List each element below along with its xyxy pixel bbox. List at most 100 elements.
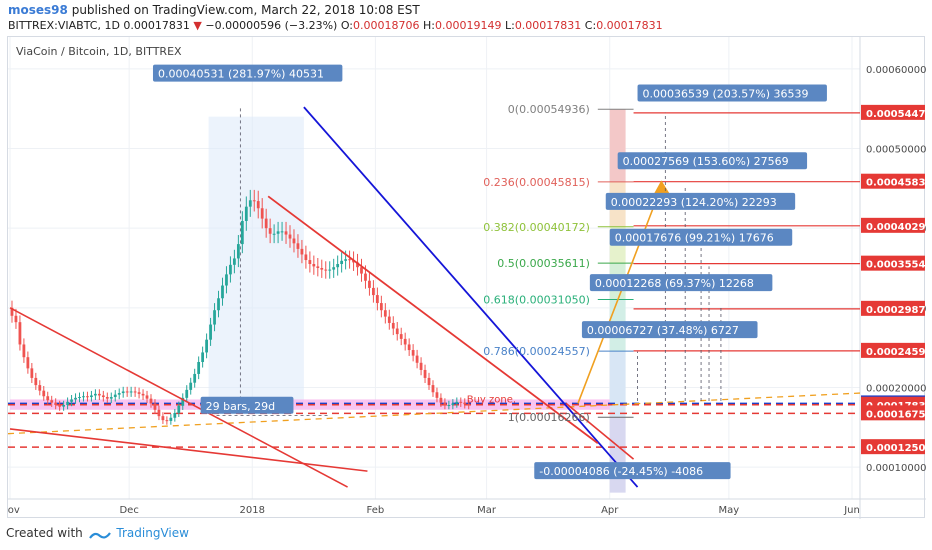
candle-body <box>66 401 69 406</box>
candle-body <box>54 402 58 406</box>
measure-label-box <box>609 228 793 246</box>
price-axis-tag <box>861 342 925 358</box>
measure-label-box <box>581 321 758 339</box>
candle-body <box>411 350 415 356</box>
fib-level-label: 0.786(0.00024557) <box>483 345 590 358</box>
x-tick-label: Dec <box>119 505 138 516</box>
candle-body <box>236 244 240 259</box>
price-axis-tag-text: 0.00012507 <box>866 443 926 454</box>
candle-body <box>169 417 173 421</box>
support-trend-line <box>9 428 368 472</box>
candle-body <box>137 392 141 394</box>
candle-body <box>292 238 296 244</box>
candle-body <box>105 397 109 399</box>
candle-body <box>240 221 244 245</box>
high-label: H: <box>423 19 435 32</box>
candle-body <box>70 399 73 402</box>
fib-level-label: 0.382(0.00040172) <box>483 221 590 234</box>
price-axis-tag-text: 0.00045834 <box>866 178 926 189</box>
measure-label-text: -0.00004086 (-24.45%) -4086 <box>539 465 703 478</box>
candle-body <box>26 357 30 369</box>
candle-body <box>22 344 26 358</box>
candle-body <box>225 274 228 286</box>
candle-body <box>383 310 387 317</box>
candle-body <box>217 298 220 311</box>
price-axis-tag <box>861 300 925 316</box>
created-with-text: Created with <box>6 526 83 540</box>
candle-body <box>407 344 411 351</box>
symbol-line-prefix: BITTREX:VIABTC, 1D 0.00017831 <box>8 19 190 32</box>
candle-body <box>42 390 46 397</box>
candle-body <box>10 307 14 316</box>
price-axis-tag-text: 0.00029873 <box>866 305 926 316</box>
y-tick-label: 0.00060000 <box>866 65 926 76</box>
price-chart[interactable]: 0(0.00054936) 0.236(0.00045815) 0.382(0.00… <box>8 37 926 519</box>
candle-body <box>391 322 395 329</box>
projection-up-arrow-line <box>577 186 663 404</box>
x-tick-label: Apr <box>601 505 619 516</box>
candle-body <box>324 269 328 271</box>
candle-body <box>435 392 439 398</box>
candle-body <box>145 395 149 399</box>
x-tick-label: Mar <box>477 505 497 516</box>
candle-body <box>419 362 423 370</box>
measure-label-text: 0.00027569 (153.60%) 27569 <box>623 155 789 168</box>
fib-level-label: 1(0.00016266) <box>508 411 590 424</box>
measure-label-box <box>617 152 808 170</box>
candle-body <box>133 391 137 393</box>
candle-body <box>447 405 451 407</box>
candle-body <box>101 395 105 398</box>
candle-body <box>415 355 419 363</box>
buy-zone-label: Buy zone. <box>467 395 516 406</box>
price-axis-tag <box>861 217 925 233</box>
candle-body <box>344 259 347 261</box>
price-axis-tag-text: 0.00035545 <box>866 260 926 271</box>
candle-body <box>14 315 18 323</box>
candle-body <box>427 377 431 386</box>
tradingview-brand[interactable]: TradingView <box>116 526 189 540</box>
price-axis-tag <box>861 255 925 271</box>
x-tick-label: Nov <box>8 505 20 516</box>
candle-body <box>233 258 236 265</box>
candle-body <box>201 352 205 362</box>
candle-body <box>439 397 443 403</box>
candle-body <box>117 393 121 395</box>
chart-title: ViaCoin / Bitcoin, 1D, BITTREX <box>16 45 182 58</box>
candle-body <box>193 373 197 383</box>
price-axis-tag <box>861 439 925 455</box>
candle-body <box>284 231 288 235</box>
candle-body <box>86 396 89 398</box>
candle-body <box>229 264 232 275</box>
candle-body <box>375 295 379 304</box>
candle-body <box>459 401 463 403</box>
candle-body <box>431 385 435 393</box>
chart-frame[interactable]: 0(0.00054936) 0.236(0.00045815) 0.382(0.00… <box>7 36 926 519</box>
author-name[interactable]: moses98 <box>8 3 68 17</box>
x-tick-label: 2018 <box>240 505 265 516</box>
candle-body <box>209 324 212 340</box>
candle-body <box>264 218 268 229</box>
candle-body <box>300 248 304 255</box>
candle-body <box>328 269 332 271</box>
candle-body <box>296 243 300 249</box>
candle-body <box>213 310 216 325</box>
candle-body <box>189 382 193 390</box>
candle-body <box>451 403 455 406</box>
candle-body <box>272 233 276 235</box>
candle-body <box>372 287 375 296</box>
candle-body <box>356 262 359 268</box>
fib-level-label: 0.5(0.00035611) <box>497 257 590 270</box>
candle-body <box>74 397 77 400</box>
candle-body <box>280 231 284 233</box>
candle-body <box>368 280 371 288</box>
falling-wedge-lower-line <box>267 195 599 444</box>
candle-body <box>312 264 316 267</box>
y-tick-label: 0.00010000 <box>866 463 926 474</box>
candle-body <box>304 254 308 261</box>
price-axis-tag <box>861 104 925 120</box>
candle-body <box>121 391 125 394</box>
candle-body <box>403 338 407 345</box>
tradingview-logo-icon[interactable] <box>88 529 111 539</box>
candle-body <box>268 228 272 234</box>
candle-body <box>467 404 471 406</box>
